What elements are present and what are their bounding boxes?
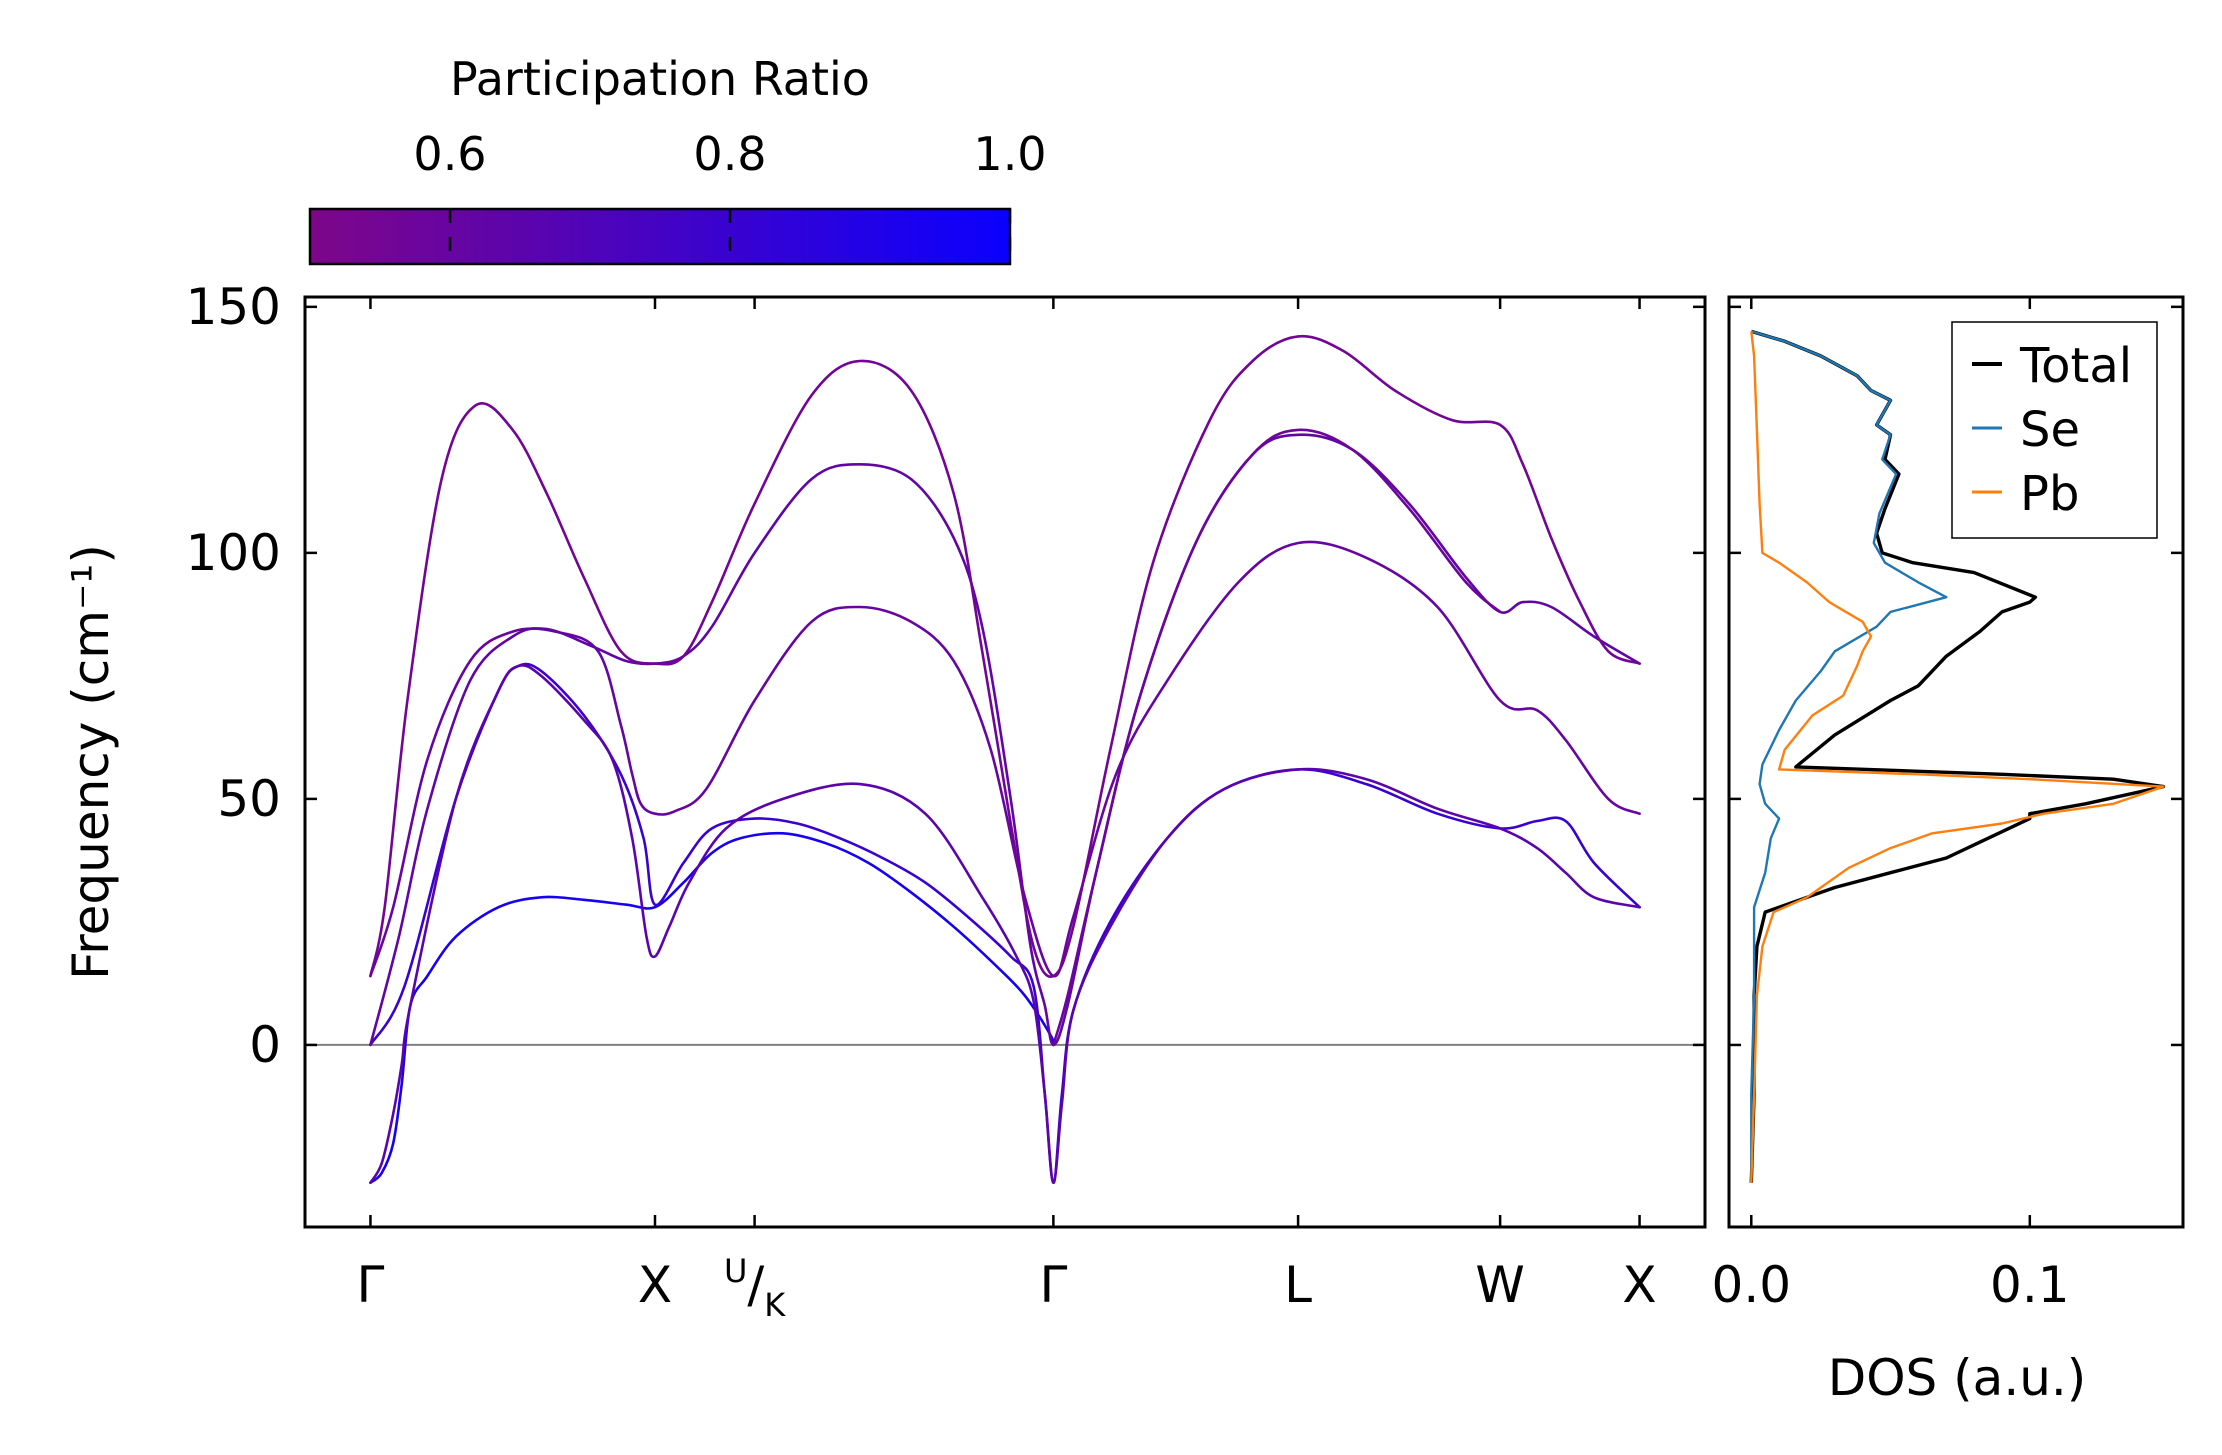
dos-lines [1749,329,2166,1183]
dos-x-tick-label: 0.0 [1712,1256,1792,1314]
band-plot-frame [303,295,1707,1229]
legend-label-se: Se [2020,402,2080,458]
band-y-axis: 0 50 100 150 [186,278,1705,1074]
dos-axes: 0.0 0.1 [1712,297,2183,1314]
colorbar-gradient [308,207,1012,266]
dos-x-tick-label: 0.1 [1990,1256,2070,1314]
band-6-line [369,334,1641,979]
legend: Total Se Pb [1951,321,2158,539]
colorbar-title: Participation Ratio [450,52,870,106]
colorbar-ticks: 0.6 0.8 1.0 [413,127,1047,264]
band-5-line [369,433,1641,1047]
colorbar-tick-label: 0.6 [413,127,486,181]
band-lines [369,334,1641,1185]
x-tick-label: L [1284,1256,1312,1314]
dos-se-line [1750,330,1948,1183]
band-x-axis: Γ X U/K Γ L W X [357,297,1657,1324]
dos-plot-frame [1727,295,2185,1229]
x-tick-label: U/K [724,1252,786,1324]
x-tick-label: W [1475,1256,1524,1314]
colorbar-tick-label: 0.8 [693,127,766,181]
colorbar: Participation Ratio 0.6 0.8 1.0 [308,52,1047,266]
x-tick-label: X [1622,1256,1656,1314]
y-tick-label: 50 [217,770,281,828]
colorbar-tick-label: 1.0 [973,127,1046,181]
y-axis-label: Frequency (cm⁻¹) [62,544,120,980]
y-tick-label: 100 [186,524,281,582]
legend-items: Total Se Pb [1972,338,2132,522]
x-tick-label: Γ [357,1256,385,1314]
dos-panel: 0.0 0.1 DOS (a.u.) Total Se Pb [1712,295,2185,1407]
band-3-line [369,663,1641,1185]
dos-pb-line [1750,331,2165,1183]
band-1-line [369,831,1055,1184]
x-tick-label: Γ [1039,1256,1067,1314]
dos-x-axis-label: DOS (a.u.) [1828,1349,2087,1407]
legend-box [1951,321,2158,539]
band-7-line [1052,428,1502,1047]
band-structure-panel: 0 50 100 150 Γ X U/K Γ L W X Frequency (cm⁻¹) [62,278,1707,1324]
legend-label-total: Total [2019,338,2132,394]
band-2-line [369,662,1641,1184]
y-tick-label: 0 [249,1016,281,1074]
legend-label-pb: Pb [2020,466,2079,522]
x-tick-label: X [638,1256,672,1314]
y-tick-label: 150 [186,278,281,336]
